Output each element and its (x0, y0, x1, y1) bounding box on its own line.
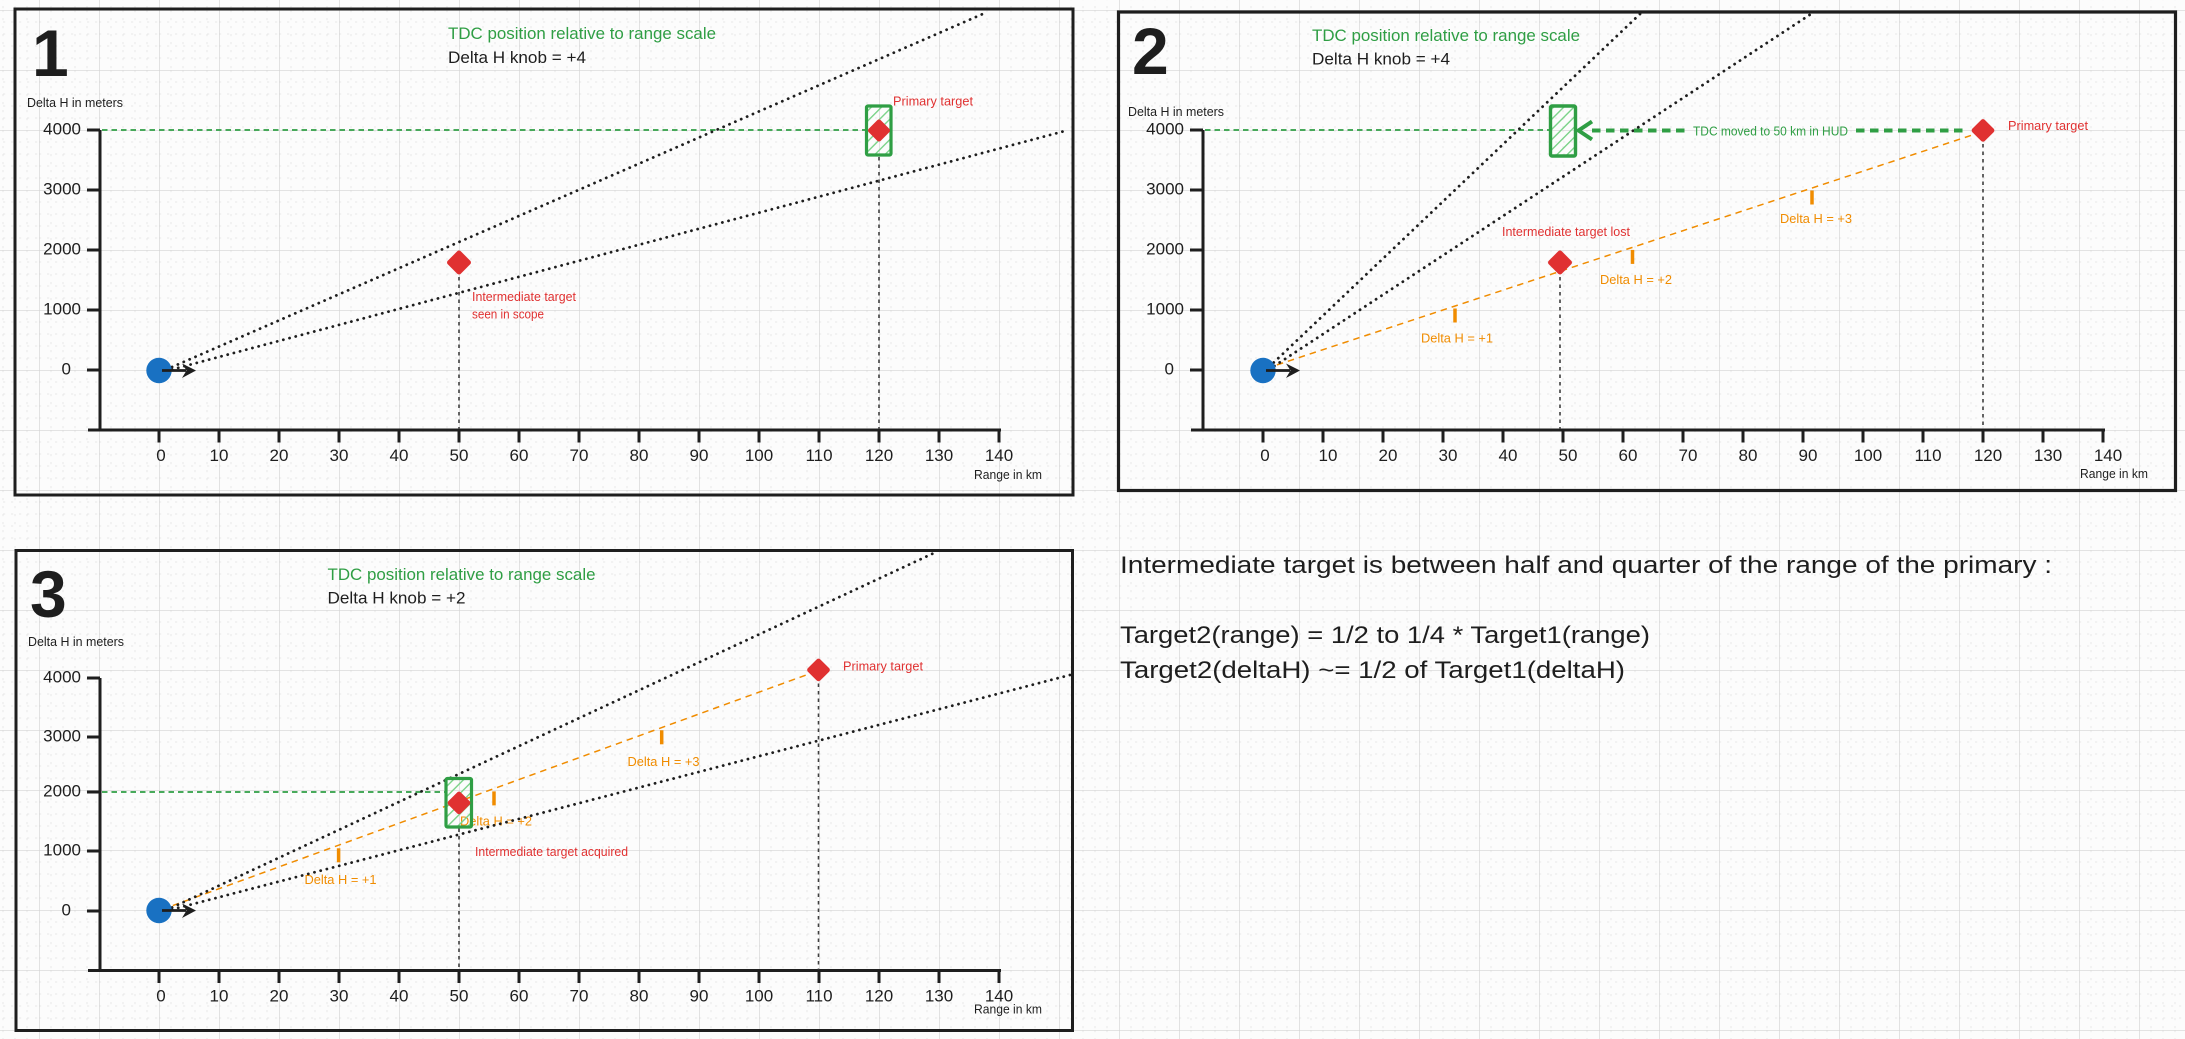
svg-text:10: 10 (210, 446, 229, 465)
svg-text:Range in km: Range in km (2080, 466, 2148, 481)
svg-text:10: 10 (1319, 446, 1338, 465)
svg-text:100: 100 (1854, 446, 1882, 465)
svg-text:0: 0 (62, 360, 71, 379)
svg-text:2000: 2000 (43, 240, 81, 259)
svg-text:20: 20 (1379, 446, 1398, 465)
svg-text:40: 40 (390, 446, 409, 465)
svg-text:40: 40 (1499, 446, 1518, 465)
svg-text:Intermediate target is between: Intermediate target is between half and … (1120, 552, 2052, 579)
svg-text:4000: 4000 (1146, 120, 1184, 139)
svg-text:Primary target: Primary target (893, 95, 974, 109)
svg-text:130: 130 (925, 987, 953, 1006)
svg-text:120: 120 (865, 987, 893, 1006)
svg-text:TDC position relative to range: TDC position relative to range scale (328, 565, 596, 584)
svg-text:3000: 3000 (1146, 180, 1184, 199)
svg-text:Delta H = +3: Delta H = +3 (628, 755, 700, 769)
svg-text:120: 120 (865, 446, 893, 465)
svg-text:140: 140 (985, 987, 1013, 1006)
svg-text:20: 20 (270, 446, 289, 465)
svg-text:20: 20 (270, 987, 289, 1006)
svg-text:90: 90 (690, 446, 709, 465)
svg-text:40: 40 (390, 987, 409, 1006)
svg-text:Primary target: Primary target (2008, 119, 2089, 133)
svg-text:120: 120 (1974, 446, 2002, 465)
svg-text:Delta H = +3: Delta H = +3 (1780, 212, 1852, 226)
svg-text:80: 80 (630, 987, 649, 1006)
svg-text:Delta H in meters: Delta H in meters (1128, 104, 1224, 119)
svg-text:3000: 3000 (43, 180, 81, 199)
svg-text:4000: 4000 (43, 120, 81, 139)
svg-text:90: 90 (690, 987, 709, 1006)
svg-text:140: 140 (985, 446, 1013, 465)
svg-text:2000: 2000 (43, 782, 81, 801)
svg-text:50: 50 (450, 446, 469, 465)
svg-text:Delta H in meters: Delta H in meters (27, 95, 123, 110)
svg-text:TDC position relative to range: TDC position relative to range scale (1312, 26, 1580, 45)
svg-text:130: 130 (925, 446, 953, 465)
svg-text:Delta H = +1: Delta H = +1 (305, 873, 377, 887)
svg-text:10: 10 (210, 987, 229, 1006)
svg-text:Intermediate target acquired: Intermediate target acquired (475, 845, 628, 859)
svg-text:3000: 3000 (43, 727, 81, 746)
svg-text:Target2(deltaH) ~= 1/2 of Targ: Target2(deltaH) ~= 1/2 of Target1(deltaH… (1120, 657, 1625, 684)
svg-text:0: 0 (1165, 360, 1174, 379)
svg-text:110: 110 (805, 987, 832, 1006)
svg-text:50: 50 (1559, 446, 1578, 465)
svg-text:130: 130 (2034, 446, 2062, 465)
svg-text:0: 0 (1260, 446, 1269, 465)
svg-text:Delta H knob = +2: Delta H knob = +2 (328, 589, 466, 608)
svg-text:60: 60 (1619, 446, 1638, 465)
svg-text:4000: 4000 (43, 668, 81, 687)
svg-text:1000: 1000 (43, 300, 81, 319)
svg-text:0: 0 (156, 446, 165, 465)
svg-text:70: 70 (570, 987, 589, 1006)
svg-text:Intermediate target lost: Intermediate target lost (1502, 225, 1631, 239)
svg-text:Delta H = +2: Delta H = +2 (460, 815, 532, 829)
svg-text:60: 60 (510, 987, 529, 1006)
svg-text:Delta H = +1: Delta H = +1 (1421, 332, 1493, 346)
svg-text:TDC position relative to range: TDC position relative to range scale (448, 24, 716, 43)
svg-text:50: 50 (450, 987, 469, 1006)
svg-text:Range in km: Range in km (974, 1002, 1042, 1017)
svg-text:Range in km: Range in km (974, 467, 1042, 482)
svg-text:2000: 2000 (1146, 240, 1184, 259)
svg-text:100: 100 (745, 987, 773, 1006)
svg-text:Delta H in meters: Delta H in meters (28, 634, 124, 649)
svg-text:90: 90 (1799, 446, 1818, 465)
svg-text:70: 70 (570, 446, 589, 465)
svg-text:1: 1 (32, 16, 69, 90)
svg-text:30: 30 (330, 446, 349, 465)
svg-text:seen in scope: seen in scope (472, 308, 544, 322)
svg-text:140: 140 (2094, 446, 2122, 465)
svg-text:80: 80 (1739, 446, 1758, 465)
svg-text:30: 30 (330, 987, 349, 1006)
svg-text:0: 0 (62, 901, 71, 920)
svg-text:110: 110 (1914, 446, 1941, 465)
svg-text:1000: 1000 (43, 841, 81, 860)
svg-text:Primary target: Primary target (843, 660, 924, 674)
svg-text:100: 100 (745, 446, 773, 465)
svg-text:1000: 1000 (1146, 300, 1184, 319)
svg-text:Intermediate target: Intermediate target (472, 290, 577, 304)
svg-text:Delta H = +2: Delta H = +2 (1600, 273, 1672, 287)
svg-text:Delta H knob = +4: Delta H knob = +4 (448, 48, 586, 67)
svg-text:60: 60 (510, 446, 529, 465)
svg-text:0: 0 (156, 987, 165, 1006)
svg-text:Target2(range) = 1/2 to 1/4 *: Target2(range) = 1/2 to 1/4 * Target1(ra… (1120, 622, 1650, 649)
svg-text:2: 2 (1132, 14, 1169, 88)
svg-text:80: 80 (630, 446, 649, 465)
svg-text:Delta H knob = +4: Delta H knob = +4 (1312, 50, 1450, 69)
svg-text:30: 30 (1439, 446, 1458, 465)
svg-text:3: 3 (30, 557, 67, 631)
svg-text:110: 110 (805, 446, 832, 465)
svg-text:70: 70 (1679, 446, 1698, 465)
svg-text:TDC moved to 50 km in HUD: TDC moved to 50 km in HUD (1693, 125, 1848, 139)
